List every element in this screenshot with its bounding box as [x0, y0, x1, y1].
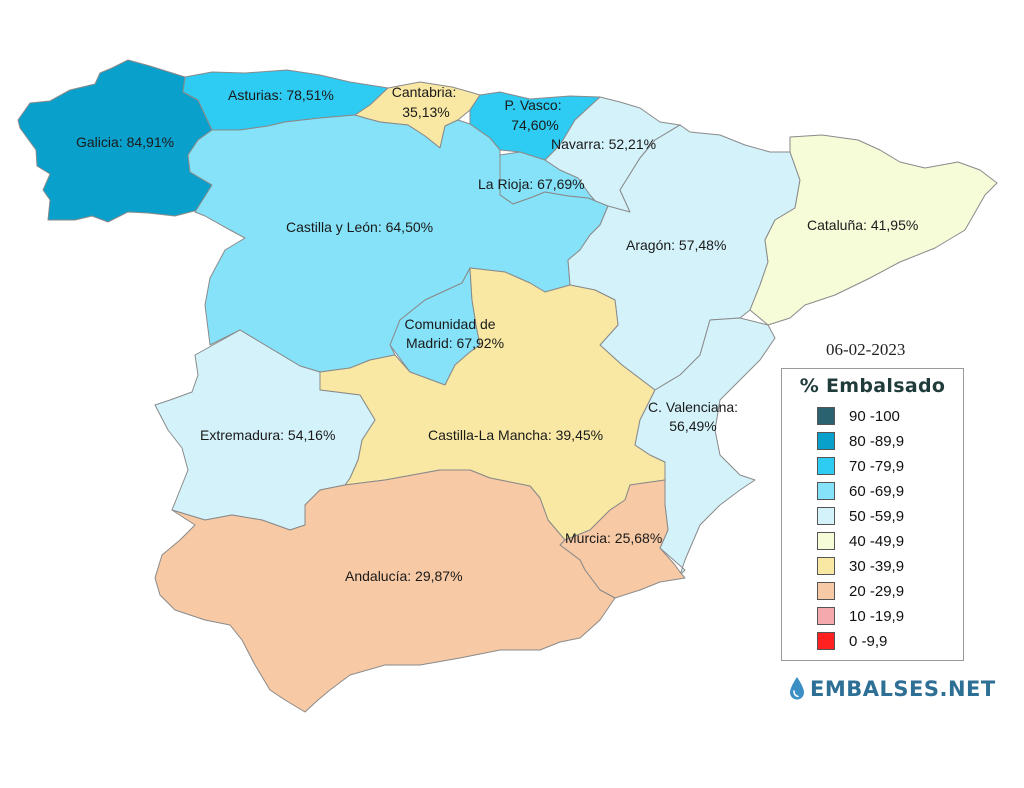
legend-label: 40 -49,9	[849, 532, 905, 550]
legend-item: 50 -59,9	[817, 506, 904, 526]
region-labels: Galicia: 84,91% Asturias: 78,51% Cantabr…	[76, 84, 918, 584]
legend-swatch	[817, 457, 835, 475]
legend-item: 80 -89,9	[817, 431, 904, 451]
legend-label: 80 -89,9	[849, 432, 905, 450]
legend-label: 30 -39,9	[849, 557, 905, 575]
legend-swatch	[817, 582, 835, 600]
region-murcia[interactable]	[559, 479, 686, 599]
label-castillaleon: Castilla y León: 64,50%	[286, 219, 433, 235]
legend-swatch	[817, 407, 835, 425]
label-murcia: Murcia: 25,68%	[565, 530, 662, 546]
region-aragon[interactable]	[567, 124, 801, 391]
legend-label: 50 -59,9	[849, 507, 905, 525]
legend-swatch	[817, 632, 835, 650]
region-valenciana[interactable]	[634, 317, 776, 576]
region-cataluna[interactable]	[749, 134, 998, 326]
legend-swatch	[817, 557, 835, 575]
legend-swatch	[817, 482, 835, 500]
region-andalucia[interactable]	[154, 469, 616, 713]
legend-title: % Embalsado	[799, 375, 946, 397]
legend-swatch	[817, 432, 835, 450]
label-galicia: Galicia: 84,91%	[76, 134, 174, 150]
legend-label: 60 -69,9	[849, 482, 905, 500]
legend-item: 70 -79,9	[817, 456, 904, 476]
map-date: 06-02-2023	[826, 340, 906, 359]
legend-label: 10 -19,9	[849, 607, 905, 625]
legend-label: 90 -100	[849, 407, 900, 425]
legend-swatch	[817, 507, 835, 525]
legend-label: 0 -9,9	[849, 632, 888, 650]
legend-item: 60 -69,9	[817, 481, 904, 501]
label-asturias: Asturias: 78,51%	[228, 87, 334, 103]
label-pvasco: P. Vasco: 74,60%	[505, 97, 566, 133]
legend-item: 20 -29,9	[817, 581, 904, 601]
legend-item: 0 -9,9	[817, 631, 887, 651]
label-castillamancha: Castilla-La Mancha: 39,45%	[428, 427, 603, 443]
legend-label: 20 -29,9	[849, 582, 905, 600]
label-larioja: La Rioja: 67,69%	[478, 176, 585, 192]
label-valenciana: C. Valenciana: 56,49%	[648, 399, 742, 434]
legend-swatch	[817, 607, 835, 625]
legend-item: 10 -19,9	[817, 606, 904, 626]
legend-item: 40 -49,9	[817, 531, 904, 551]
water-drop-icon	[790, 677, 804, 700]
legend-item: 90 -100	[817, 406, 900, 426]
label-navarra: Navarra: 52,21%	[551, 136, 656, 152]
label-aragon: Aragón: 57,48%	[626, 237, 726, 253]
legend-swatch	[817, 532, 835, 550]
legend: % Embalsado 90 -100 80 -89,9 70 -79,9 60…	[781, 368, 964, 661]
legend-label: 70 -79,9	[849, 457, 905, 475]
brand-logo[interactable]: EMBALSES.NET	[788, 676, 996, 702]
label-cantabria: Cantabria: 35,13%	[392, 84, 460, 120]
label-cataluna: Cataluña: 41,95%	[807, 217, 918, 233]
label-andalucia: Andalucía: 29,87%	[345, 568, 463, 584]
label-madrid: Comunidad de Madrid: 67,92%	[405, 316, 505, 351]
label-extremadura: Extremadura: 54,16%	[200, 427, 335, 443]
brand-name: EMBALSES.NET	[810, 677, 996, 701]
legend-item: 30 -39,9	[817, 556, 904, 576]
